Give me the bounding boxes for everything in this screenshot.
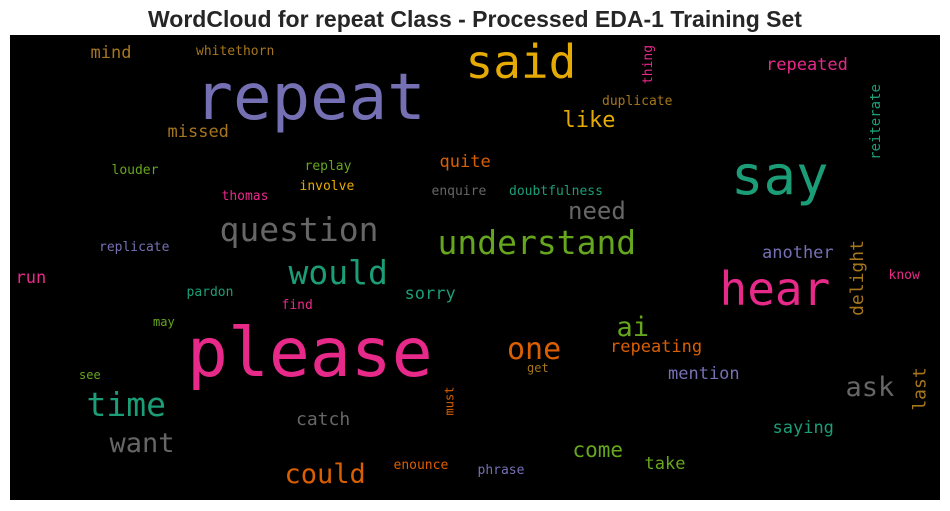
word-take: take: [644, 453, 686, 474]
word-ask: ask: [845, 371, 895, 403]
chart-title: WordCloud for repeat Class - Processed E…: [148, 6, 802, 32]
word-repeating: repeating: [610, 336, 703, 357]
word-replay: replay: [304, 158, 352, 174]
word-enquire: enquire: [431, 183, 487, 199]
word-would: would: [288, 252, 388, 292]
word-phrase: phrase: [477, 462, 525, 478]
word-reiterate: reiterate: [867, 84, 884, 160]
word-another: another: [762, 242, 834, 263]
word-louder: louder: [111, 162, 159, 178]
word-delight: delight: [846, 240, 868, 316]
word-last: last: [909, 367, 931, 411]
word-see: see: [79, 368, 101, 382]
word-time: time: [86, 384, 166, 424]
word-like: like: [562, 108, 616, 133]
word-repeat: repeat: [194, 61, 426, 135]
word-want: want: [109, 427, 175, 459]
word-saying: saying: [772, 417, 834, 438]
word-thomas: thomas: [221, 188, 269, 204]
word-pardon: pardon: [186, 284, 234, 300]
word-enounce: enounce: [393, 457, 449, 473]
word-must: must: [441, 386, 456, 416]
word-thing: thing: [640, 44, 656, 84]
word-find: find: [281, 297, 313, 313]
word-run: run: [15, 267, 47, 288]
word-quite: quite: [439, 151, 491, 172]
word-understand: understand: [437, 222, 637, 262]
word-could: could: [284, 458, 366, 490]
word-doubtfulness: doubtfulness: [509, 183, 603, 199]
word-repeated: repeated: [766, 54, 848, 75]
word-hear: hear: [719, 262, 831, 316]
wordcloud-canvas: please repeat say hear said understand questio…: [10, 35, 940, 500]
word-said: said: [465, 35, 577, 89]
word-please: please: [187, 314, 433, 393]
word-replicate: replicate: [99, 239, 170, 255]
word-get: get: [527, 361, 549, 375]
word-catch: catch: [296, 409, 351, 430]
word-ai: ai: [616, 311, 650, 343]
word-missed: missed: [167, 121, 229, 142]
word-involve: involve: [299, 178, 355, 194]
word-come: come: [572, 437, 624, 462]
word-whitethorn: whitethorn: [196, 43, 275, 59]
word-one: one: [507, 332, 562, 367]
word-sorry: sorry: [404, 283, 456, 304]
word-may: may: [153, 315, 175, 329]
word-duplicate: duplicate: [602, 93, 673, 109]
word-know: know: [888, 267, 920, 283]
word-say: say: [731, 144, 829, 207]
word-mind: mind: [90, 42, 132, 63]
word-mention: mention: [668, 363, 740, 384]
word-question: question: [219, 209, 379, 249]
word-need: need: [568, 197, 626, 225]
